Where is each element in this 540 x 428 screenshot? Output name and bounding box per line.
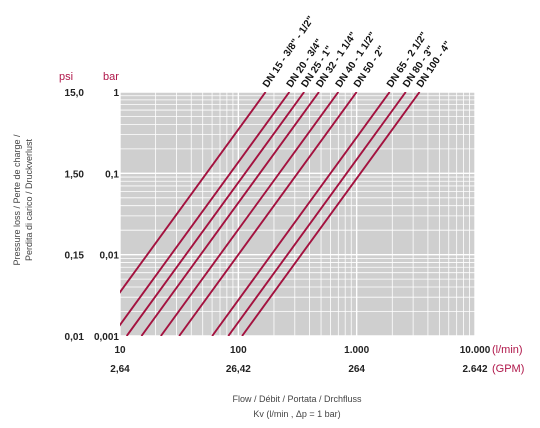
- y-tick-bar-label: 0,1: [105, 169, 119, 180]
- y-tick-psi-label: 0,01: [65, 332, 85, 343]
- x-axis-label: Flow / Débit / Portata / Drchfluss: [232, 394, 362, 404]
- x-tick-gpm-label: 264: [348, 364, 365, 375]
- y-tick-psi-label: 15,0: [65, 88, 85, 99]
- x-tick-gpm-label: 26,42: [226, 364, 251, 375]
- y-tick-bar-label: 0,001: [94, 332, 119, 343]
- x-tick-gpm-label: 2,64: [110, 364, 130, 375]
- y-tick-bar-label: 1: [113, 88, 119, 99]
- x-axis-sublabel: Kv (l/min , Δp = 1 bar): [253, 409, 340, 419]
- x-tick-label: 10: [114, 345, 126, 356]
- gpm-unit-label: (GPM): [492, 363, 524, 375]
- x-tick-label: 1.000: [344, 345, 369, 356]
- plot-background: [120, 92, 475, 336]
- x-tick-gpm-label: 2.642: [462, 364, 487, 375]
- psi-unit-label: psi: [59, 71, 73, 83]
- y-axis-label-line1: Pressure loss / Perte de charge /: [12, 134, 22, 266]
- series-labels: DN 15 - 3/8" - 1/2"DN 20 - 3/4"DN 25 - 1…: [261, 14, 454, 90]
- y-axis-label-line2: Perdita di carico / Druckverlust: [24, 138, 34, 261]
- y-tick-psi-label: 0,15: [65, 251, 85, 262]
- lmin-unit-label: (l/min): [492, 344, 523, 356]
- y-tick-bar-label: 0,01: [100, 251, 120, 262]
- bar-unit-label: bar: [103, 71, 119, 83]
- x-tick-label: 10.000: [460, 345, 491, 356]
- y-tick-psi-label: 1,50: [65, 169, 85, 180]
- x-tick-label: 100: [230, 345, 247, 356]
